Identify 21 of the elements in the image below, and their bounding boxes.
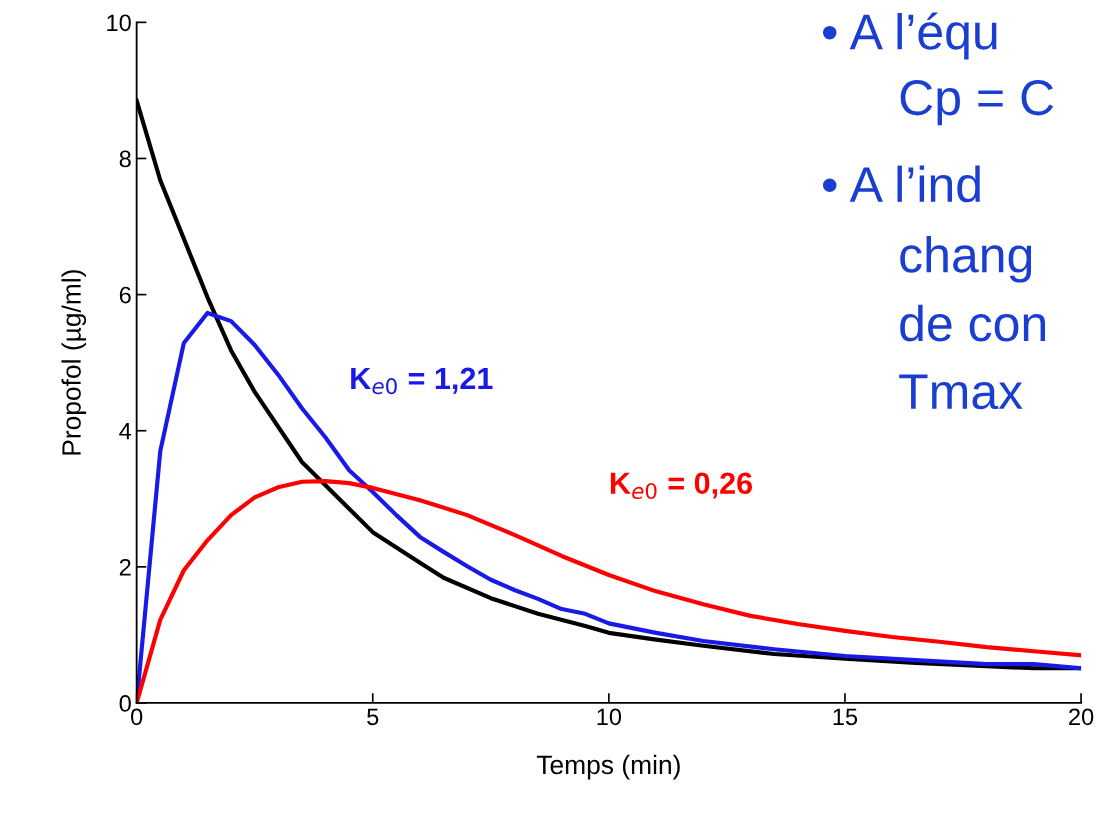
x-axis-title: Temps (min) [536, 754, 680, 780]
x-tick-label: 10 [597, 708, 622, 726]
x-tick-label: 5 [367, 708, 379, 726]
y-tick-label: 0 [119, 695, 131, 712]
y-tick-label: 4 [119, 423, 132, 440]
annotation: • A l’ind [822, 165, 980, 203]
y-tick-label: 8 [119, 150, 131, 168]
annotation: • A l’équ [822, 12, 997, 60]
annotation: chang [900, 235, 1032, 283]
x-tick-label: 0 [131, 708, 143, 726]
y-axis-title: Propofol (µg/ml) [61, 270, 87, 455]
annotation: Cp = C [900, 79, 1054, 126]
series-label: K$_{e0}$ = 1,21 [351, 367, 493, 395]
text: K$_{e0}$ = 0,26 [610, 472, 752, 500]
annotation: de con [900, 304, 1046, 342]
y-tick-label: 6 [119, 286, 131, 304]
y-tick-label: 10 [107, 14, 131, 32]
y-tick-label: 2 [119, 558, 131, 576]
x-tick-label: 20 [1069, 708, 1094, 726]
x-tick-label: 15 [833, 708, 858, 726]
annotation: Tmax [899, 374, 1023, 410]
